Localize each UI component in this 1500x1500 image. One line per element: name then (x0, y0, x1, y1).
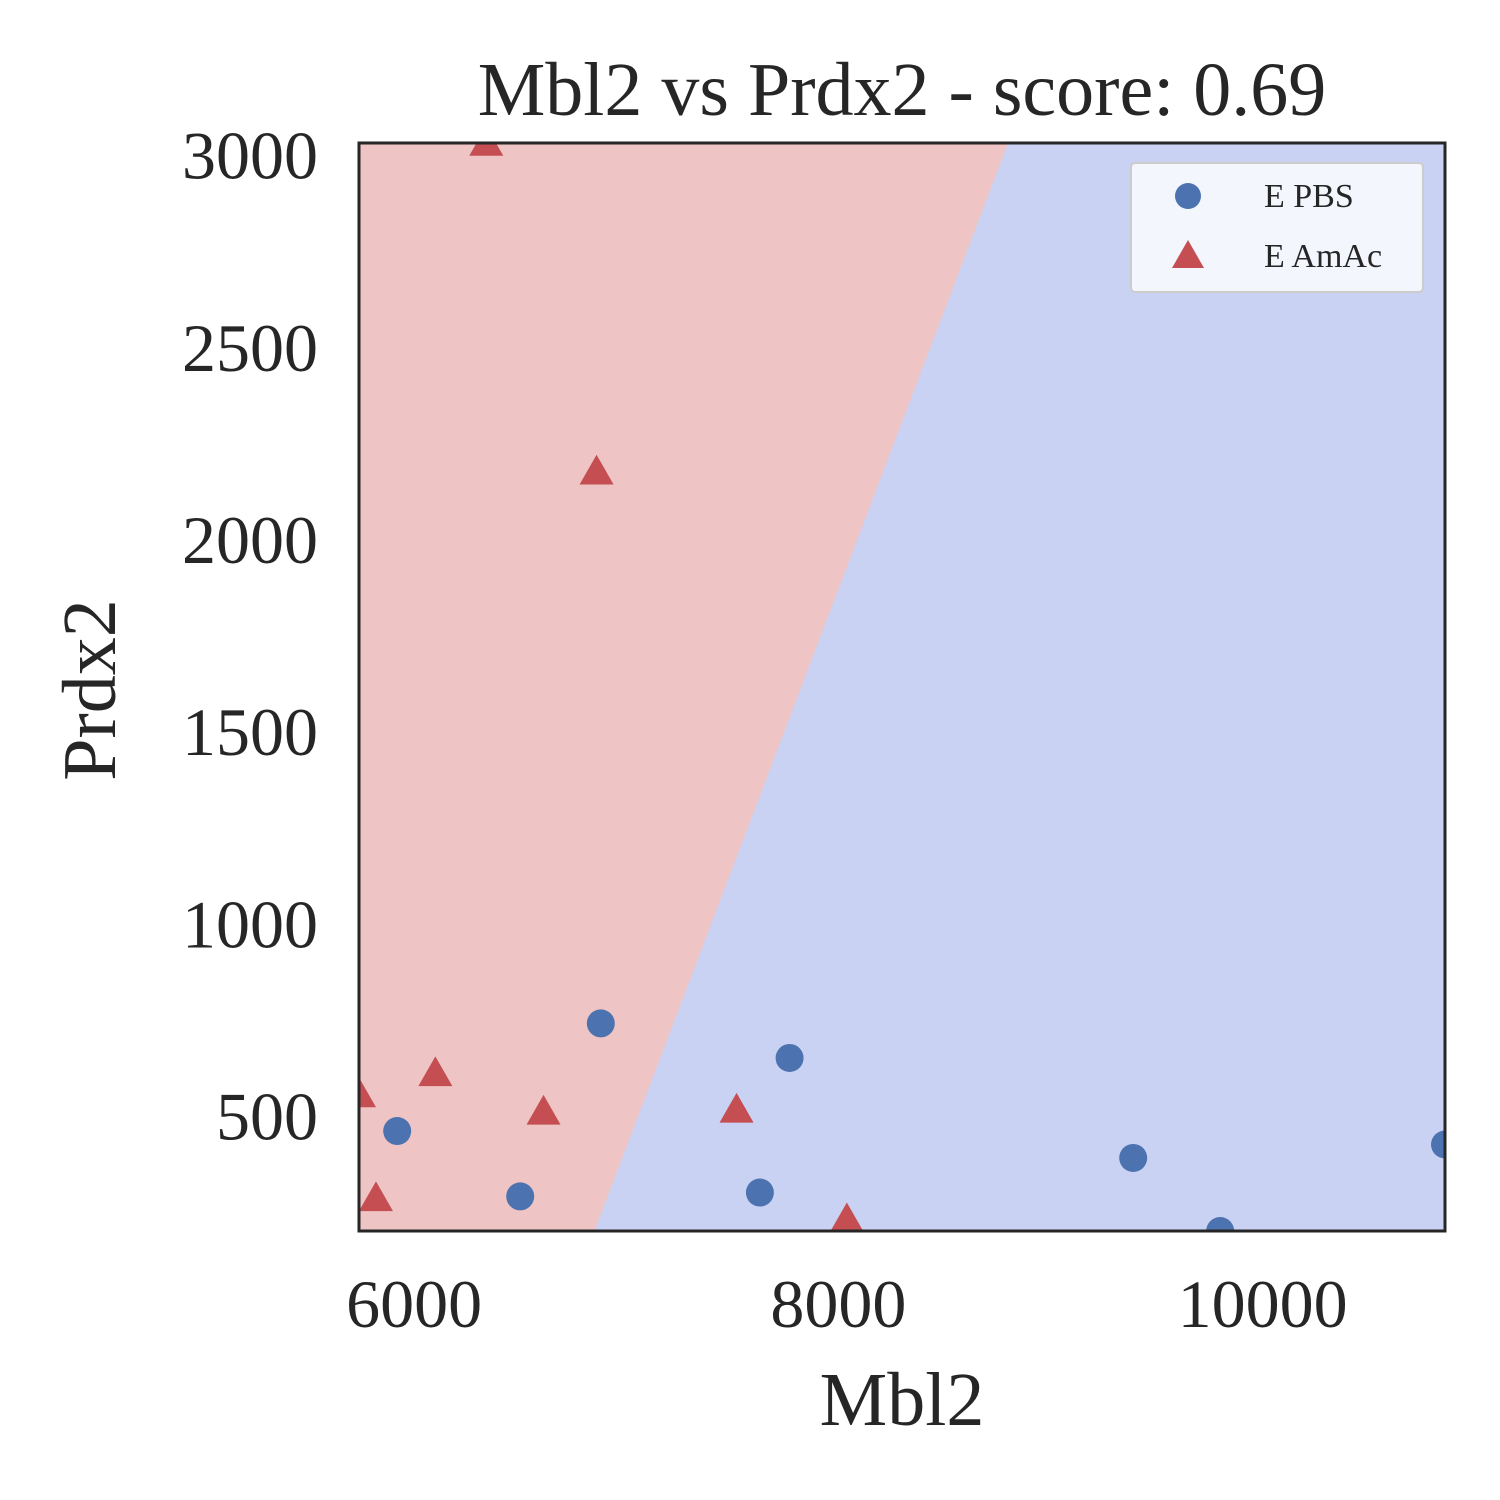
legend-label: E PBS (1264, 178, 1354, 215)
point-e-amac (359, 1077, 376, 1108)
point-e-pbs (1431, 1130, 1445, 1159)
point-e-amac (830, 1202, 864, 1231)
y-tick-label: 500 (216, 1079, 318, 1155)
y-tick-label: 1500 (182, 694, 318, 770)
decision-regions (359, 143, 1445, 1231)
point-e-amac (579, 454, 614, 485)
point-e-pbs (1119, 1143, 1148, 1172)
data-points (359, 143, 1445, 1231)
point-e-amac (719, 1092, 754, 1123)
point-e-pbs (745, 1178, 774, 1207)
y-tick-label: 3000 (182, 118, 318, 194)
x-tick-label: 6000 (346, 1266, 482, 1342)
x-tick-label: 10000 (1178, 1266, 1348, 1342)
legend-label: E AmAc (1264, 238, 1382, 275)
x-axis-ticks: 6000 8000 10000 (346, 1266, 1347, 1342)
legend: E PBS E AmAc (1130, 162, 1424, 293)
region-e-amac (359, 143, 1009, 1231)
point-e-pbs (383, 1117, 412, 1146)
point-e-amac (469, 143, 504, 156)
y-tick-label: 2000 (182, 502, 318, 578)
point-e-amac (526, 1094, 561, 1125)
y-tick-label: 2500 (182, 310, 318, 386)
plot-frame (357, 141, 1447, 1233)
y-tick-label: 1000 (182, 886, 318, 962)
x-axis-label: Mbl2 (820, 1358, 985, 1442)
x-tick-label: 8000 (770, 1266, 906, 1342)
chart-title: Mbl2 vs Prdx2 - score: 0.69 (478, 48, 1327, 132)
y-axis-ticks: 500 1000 1500 2000 2500 3000 (182, 118, 318, 1155)
y-axis-label: Prdx2 (48, 599, 132, 781)
legend-marker-e-pbs (1175, 183, 1201, 209)
point-e-pbs (775, 1043, 804, 1072)
legend-box (1130, 162, 1424, 293)
legend-marker-e-amac (1172, 240, 1204, 268)
point-e-pbs (506, 1182, 535, 1211)
point-e-amac (359, 1181, 393, 1212)
point-e-amac (418, 1056, 453, 1087)
point-e-pbs (586, 1009, 615, 1038)
point-e-pbs (1206, 1217, 1235, 1231)
